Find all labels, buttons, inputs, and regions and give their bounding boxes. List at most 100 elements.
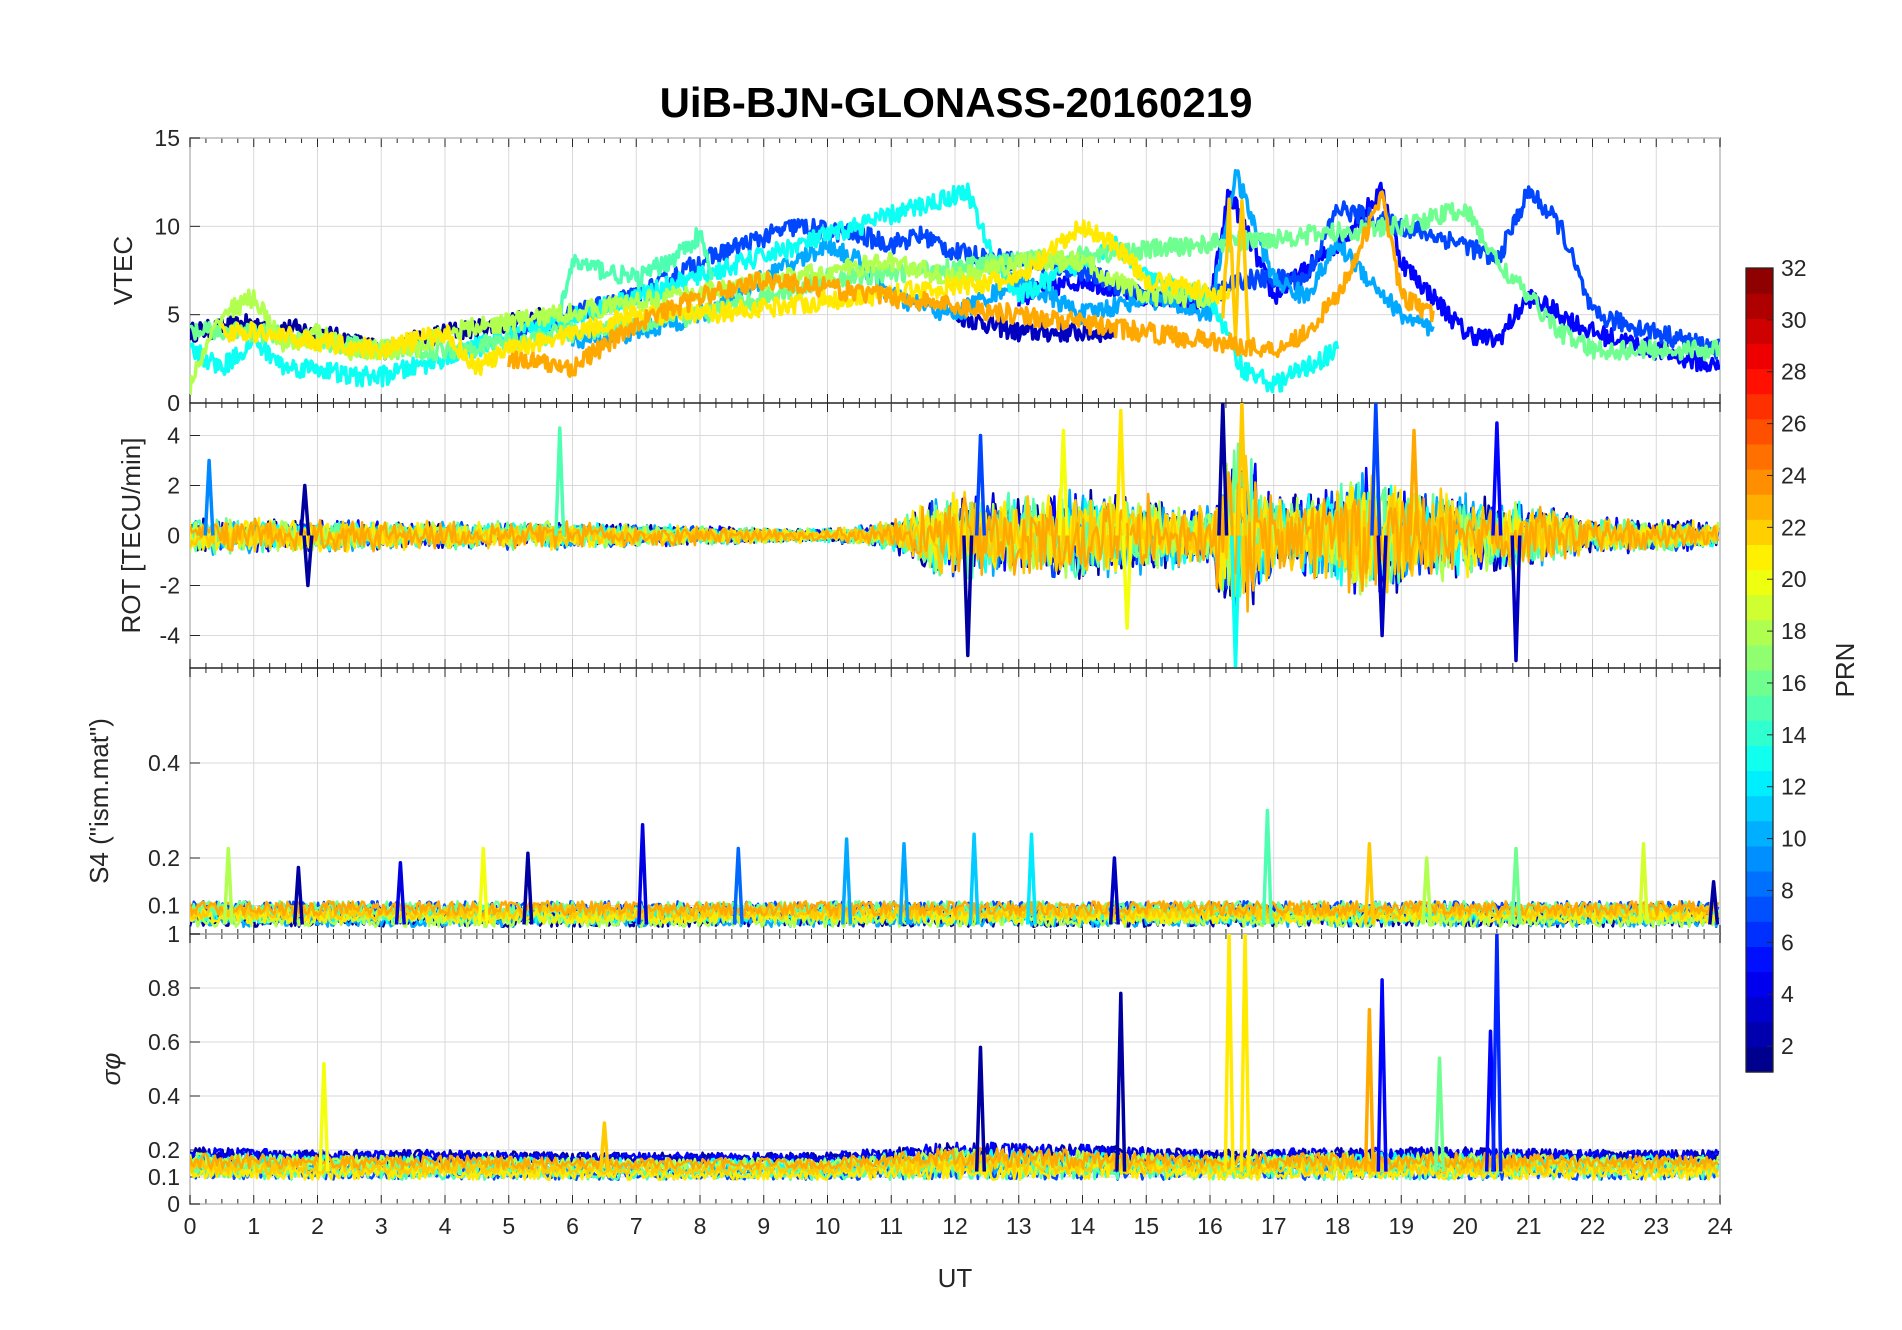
x-tick-label: 2 [311,1213,324,1239]
y-tick-label: 0.2 [148,845,180,871]
colorbar-tick-label: 14 [1781,722,1807,748]
colorbar-segment [1746,1021,1773,1048]
spike-mark [1236,403,1248,536]
rot-y-label: ROT [TECU/min] [116,438,146,634]
colorbar-segment [1746,745,1773,772]
y-tick-label: -4 [160,623,181,649]
x-tick-label: 23 [1643,1213,1669,1239]
spike-mark [1376,535,1388,638]
spike-mark [1510,846,1522,925]
colorbar-segment [1746,946,1773,973]
colorbar-tick-label: 4 [1781,981,1794,1007]
chart-title: UiB-BJN-GLONASS-20160219 [660,79,1253,126]
x-tick-label: 3 [375,1213,388,1239]
y-tick-label: 0.4 [148,750,180,776]
colorbar-segment [1746,569,1773,596]
spike-mark [318,1061,330,1172]
colorbar-segment [1746,443,1773,470]
y-tick-label: 5 [167,302,180,328]
vtec-y-label: VTEC [108,236,138,305]
spike-mark [302,535,314,588]
spike-mark [1261,808,1273,925]
spike-mark [974,1045,987,1172]
y-tick-label: 0.8 [148,975,180,1001]
spike-mark [299,483,311,536]
spike-mark [1115,991,1127,1172]
colorbar-segment [1746,820,1773,847]
colorbar-segment [1746,921,1773,947]
y-tick-label: 1 [167,921,180,947]
spike-mark [554,426,566,536]
vtec-series-line [220,219,1231,376]
spike-mark [1370,403,1382,536]
spike-mark [1229,535,1242,668]
spike-mark [841,837,853,925]
x-axis-label: UT [938,1263,973,1293]
spike-mark [974,433,987,536]
x-tick-label: 19 [1388,1213,1414,1239]
x-tick-label: 10 [815,1213,841,1239]
y-tick-label: 4 [167,423,180,449]
spike-mark [1408,428,1420,536]
colorbar-segment [1746,368,1773,395]
colorbar-segment [1746,343,1773,370]
x-tick-label: 0 [184,1213,197,1239]
panel-sigma-phi: 00.10.2 0.4 0.6 0.8 1 σφ [96,921,1721,1217]
prn-trace [190,1146,1719,1171]
x-tick-label: 5 [502,1213,515,1239]
x-tick-label: 9 [757,1213,770,1239]
spike-mark [1239,934,1251,1172]
spike-mark [1510,535,1522,663]
colorbar-segment [1746,318,1773,344]
x-tick-label: 16 [1197,1213,1223,1239]
spike-mark [962,535,974,658]
prn-trace [190,471,1720,613]
x-tick-label: 18 [1325,1213,1351,1239]
spike-mark [968,832,980,925]
x-tick-label: 15 [1133,1213,1159,1239]
x-axis-ticks: 0 1 2 3 4 5 6 7 8 9 10 11 12 13 14 15 16 17 18 19 20 21 22 23 24 [184,1213,1733,1239]
y-tick-label: -2 [160,573,180,599]
colorbar-tick-label: 12 [1781,774,1807,800]
colorbar-tick-label: 10 [1781,826,1807,852]
colorbar-segment [1746,845,1773,872]
x-tick-label: 7 [630,1213,643,1239]
x-tick-label: 13 [1006,1213,1032,1239]
spike-mark [1121,535,1133,630]
colorbar-segment [1746,1046,1773,1073]
x-tick-label: 17 [1261,1213,1287,1239]
x-tick-label: 6 [566,1213,579,1239]
y-tick-label: 0.2 [148,1137,180,1163]
colorbar-segment [1746,695,1773,721]
y-tick-label: 0.1 [148,893,180,919]
colorbar-tick-label: 24 [1781,462,1807,488]
colorbar-tick-label: 18 [1781,618,1807,644]
colorbar-label: PRN [1830,643,1860,698]
colorbar-segment [1746,644,1773,671]
spike-mark [1637,842,1650,925]
y-tick-label: 15 [154,125,180,151]
s4-y-label: S4 ("ism.mat") [84,718,114,884]
spike-mark [898,842,910,925]
colorbar-segment [1746,871,1773,897]
colorbar-tick-label: 2 [1781,1033,1794,1059]
panel-s4: 0.1 0.2 0.4 S4 ("ism.mat") [84,667,1721,935]
spike-mark [1217,403,1229,536]
spike-mark [222,846,234,925]
y-tick-label: 0 [167,390,180,416]
colorbar-tick-label: 26 [1781,411,1807,437]
sigma-phi-y-label: σφ [96,1053,126,1086]
y-tick-label: 0.1 [148,1164,180,1190]
spike-mark [1491,934,1503,1172]
colorbar-segment [1746,293,1773,319]
y-tick-label: 0 [167,523,180,549]
spike-mark [1363,842,1375,925]
colorbar-tick-label: 16 [1781,670,1807,696]
colorbar-tick-label: 22 [1781,514,1807,540]
spike-mark [203,458,215,536]
y-tick-label: 0 [167,1191,180,1217]
spike-mark [1363,1007,1375,1172]
y-tick-label: 0.4 [148,1083,180,1109]
